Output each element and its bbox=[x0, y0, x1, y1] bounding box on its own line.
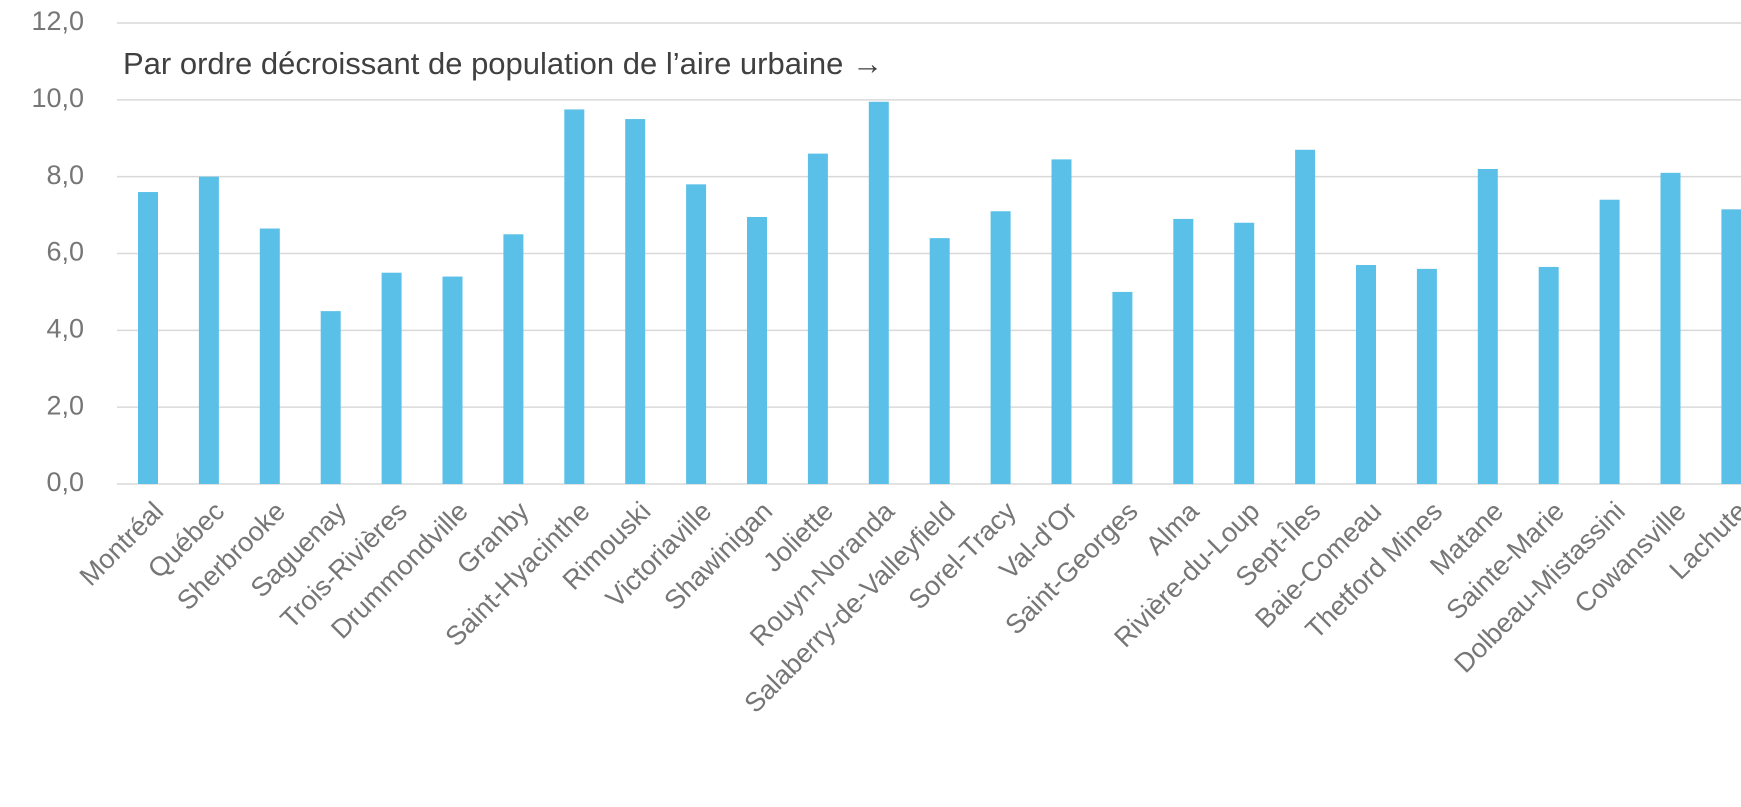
bar bbox=[1234, 222, 1255, 484]
bar bbox=[1295, 149, 1316, 484]
y-tick-label: 10,0 bbox=[31, 83, 84, 113]
bar bbox=[1660, 172, 1681, 484]
y-tick-label: 0,0 bbox=[46, 467, 84, 497]
bar bbox=[1538, 266, 1559, 484]
y-tick-label: 6,0 bbox=[46, 237, 84, 267]
bar bbox=[1416, 268, 1437, 484]
bar bbox=[990, 211, 1011, 484]
bar bbox=[1112, 291, 1133, 484]
y-tick-label: 8,0 bbox=[46, 160, 84, 190]
bar bbox=[381, 272, 402, 484]
y-tick-label: 2,0 bbox=[46, 390, 84, 420]
bar bbox=[1721, 209, 1741, 484]
annotation: Par ordre décroissant de population de l… bbox=[123, 46, 883, 81]
bar bbox=[807, 153, 828, 484]
y-tick-label: 12,0 bbox=[31, 6, 84, 36]
bar bbox=[198, 176, 219, 484]
bar bbox=[138, 192, 158, 485]
bar bbox=[1356, 265, 1376, 484]
bar bbox=[747, 217, 767, 485]
bar bbox=[1173, 218, 1194, 485]
bar bbox=[1477, 168, 1498, 484]
bar bbox=[1599, 199, 1620, 484]
bar bbox=[442, 276, 463, 484]
bar bbox=[625, 119, 646, 485]
x-tick-label: Montréal bbox=[74, 496, 169, 591]
bar bbox=[320, 311, 341, 484]
y-tick-label: 4,0 bbox=[46, 313, 84, 343]
bar bbox=[868, 101, 889, 485]
bar bbox=[259, 228, 280, 484]
bar bbox=[929, 238, 950, 484]
bar bbox=[1051, 159, 1072, 485]
bar bbox=[503, 234, 524, 484]
bar bbox=[564, 109, 585, 484]
bar bbox=[686, 184, 707, 484]
